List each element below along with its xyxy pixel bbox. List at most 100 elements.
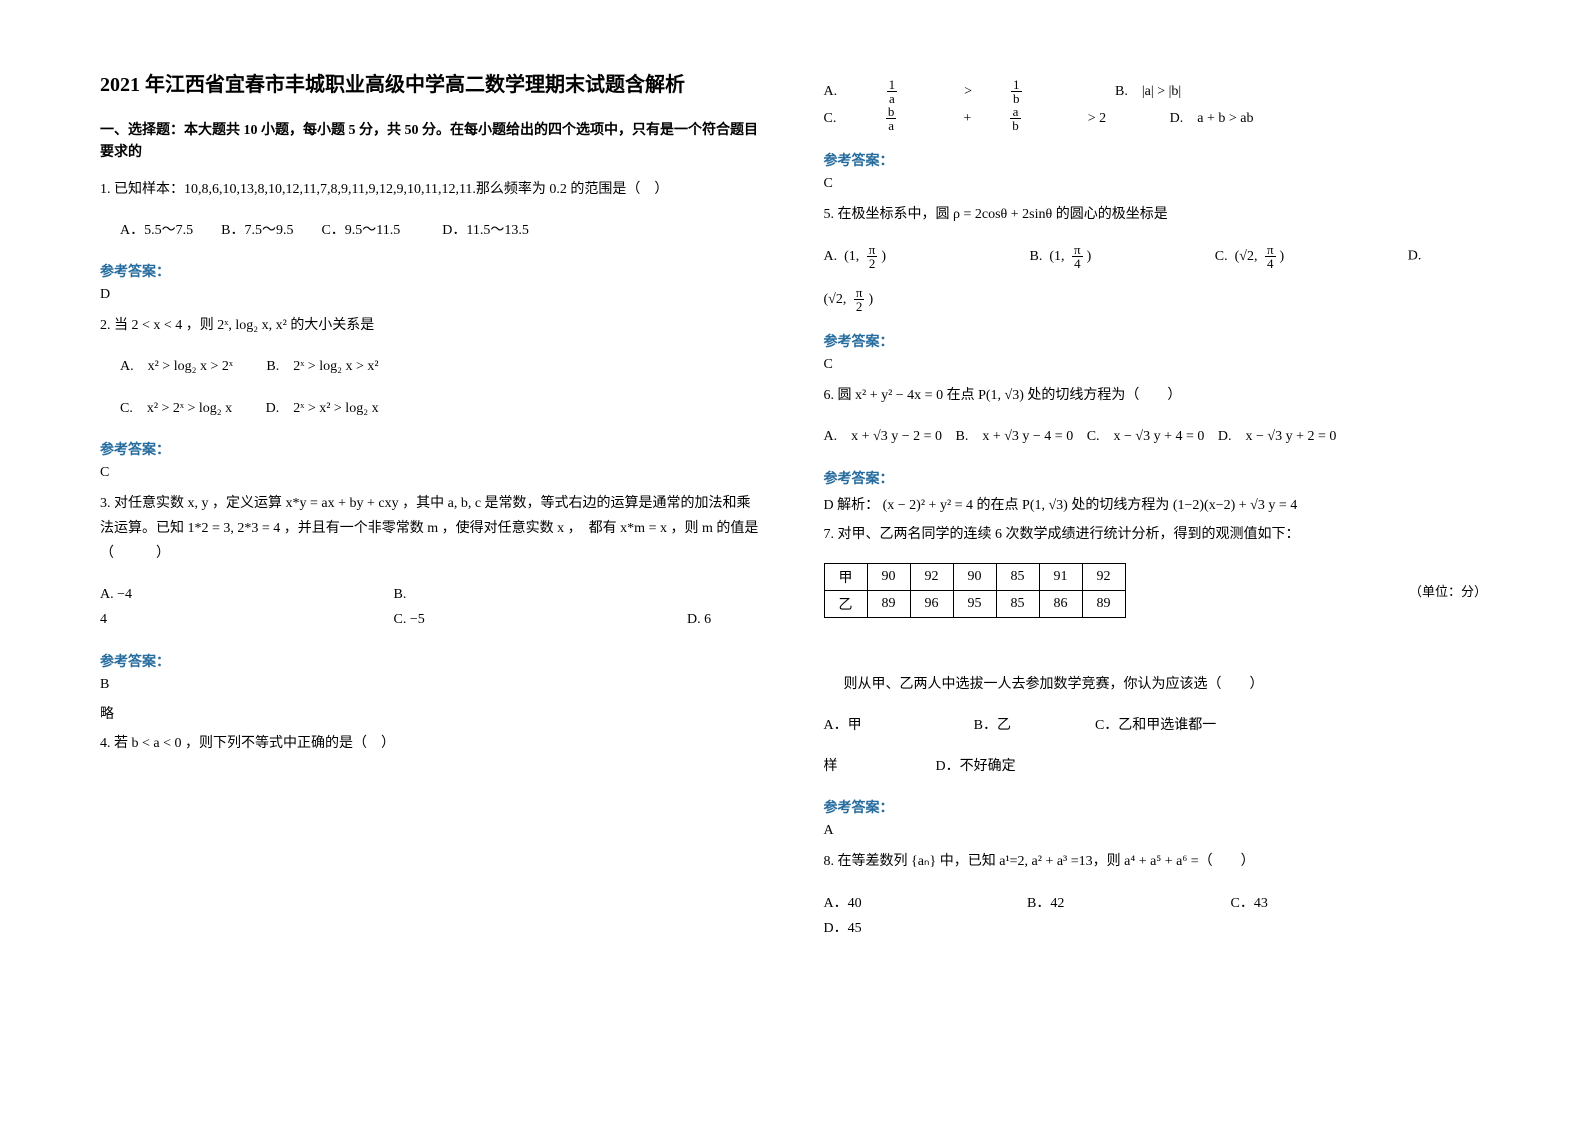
q8-optC: C．43 xyxy=(1231,891,1391,916)
q2-stem-e: 的大小关系是 xyxy=(290,318,374,333)
q6-ans-body: (x − 2)² + y² = 4 的在点 P(1, √3) 处的切线方程为 (… xyxy=(883,498,1298,513)
q1-opts: A．5.5～7.5 B．7.5～9.5 C．9.5～11.5 D．11.5～13… xyxy=(120,218,764,243)
q7-unit: （单位：分） xyxy=(1409,581,1487,600)
cell: 乙 xyxy=(824,590,867,617)
q4-ans-label: 参考答案： xyxy=(824,150,1488,170)
q2-optA: A. x² > log₂ x > 2ˣ xyxy=(120,354,233,379)
cell: 85 xyxy=(996,590,1039,617)
gt-1: > xyxy=(961,79,976,104)
page-title: 2021 年江西省宜春市丰城职业高级中学高二数学理期末试题含解析 xyxy=(100,70,764,100)
q3-optD: D. 6 xyxy=(687,607,711,632)
frac-a-b: ab xyxy=(1010,105,1051,132)
q5-opts: A. (1, π2) B. (1, π4) C. (√2, π4) D. xyxy=(824,243,1488,270)
q3-optB: B. xyxy=(394,582,407,607)
q6-optD: D. x − √3 y + 2 = 0 xyxy=(1218,424,1336,449)
q5-optD-label: D. xyxy=(1408,249,1422,264)
q2-stem-b: 2 < x < 4 xyxy=(132,318,183,333)
q2-optD: D. 2ˣ > x² > log₂ x xyxy=(266,396,379,421)
q4-ans: C xyxy=(824,176,1488,192)
q6-optB: B. x + √3 y − 4 = 0 xyxy=(955,424,1073,449)
frac-1-b: 1b xyxy=(1011,78,1052,105)
q7-opts-2: 样 D．不好确定 xyxy=(824,754,1488,779)
q1-stem: 1. 已知样本：10,8,6,10,13,8,10,12,11,7,8,9,11… xyxy=(100,177,764,202)
q5-ans: C xyxy=(824,357,1488,373)
cell: 96 xyxy=(910,590,953,617)
q2-optB: B. 2ˣ > log₂ x > x² xyxy=(266,354,378,379)
q2-stem-a: 2. 当 xyxy=(100,318,128,333)
q4-optA: A. 1a > 1b xyxy=(824,78,1082,105)
q2-ans-label: 参考答案： xyxy=(100,439,764,459)
q3-ans: B xyxy=(100,677,764,693)
q4-optD: D. a + b > ab xyxy=(1170,106,1254,131)
table-row: 乙 89 96 95 85 86 89 xyxy=(824,590,1125,617)
q2-opts-row2: C. x² > 2ˣ > log₂ x D. 2ˣ > x² > log₂ x xyxy=(120,396,764,421)
cell: 甲 xyxy=(824,563,867,590)
q6-ans: D 解析： (x − 2)² + y² = 4 的在点 P(1, √3) 处的切… xyxy=(824,494,1488,514)
q2-ans: C xyxy=(100,465,764,481)
q5-optA: A. (1, π2) xyxy=(824,243,887,270)
q3-note: 略 xyxy=(100,703,764,723)
section-1-head: 一、选择题：本大题共 10 小题，每小题 5 分，共 50 分。在每小题给出的四… xyxy=(100,120,764,165)
cell: 89 xyxy=(867,590,910,617)
cell: 91 xyxy=(1039,563,1082,590)
q6-ans-pre: D 解析： xyxy=(824,498,880,513)
q3-stem: 3. 对任意实数 x, y ，定义运算 x*y = ax + by + cxy … xyxy=(100,491,764,567)
q7-table: 甲 90 92 90 85 91 92 乙 89 96 95 85 86 89 xyxy=(824,563,1126,618)
q4-optC-pre: C. xyxy=(824,106,851,131)
q4-optB: B. |a| > |b| xyxy=(1115,79,1181,104)
q3-opt4: 4 xyxy=(100,607,360,632)
q7-ans-label: 参考答案： xyxy=(824,797,1488,817)
cell: 85 xyxy=(996,563,1039,590)
q3-ans-label: 参考答案： xyxy=(100,651,764,671)
q1-ans: D xyxy=(100,287,764,303)
q1-ans-label: 参考答案： xyxy=(100,261,764,281)
q6-opts: A. x + √3 y − 2 = 0 B. x + √3 y − 4 = 0 … xyxy=(824,424,1488,449)
cell: 86 xyxy=(1039,590,1082,617)
q5-optD: (√2, π2) xyxy=(824,286,874,313)
gt-2: > 2 xyxy=(1084,106,1106,131)
q7-ans: A xyxy=(824,823,1488,839)
q5-optB: B. (1, π4) xyxy=(1030,243,1092,270)
frac-1-a: 1a xyxy=(887,78,928,105)
q4-optC: C. ba + ab > 2 xyxy=(824,105,1137,132)
cell: 95 xyxy=(953,590,996,617)
q7-opts-1: A．甲 B．乙 C．乙和甲选谁都一 xyxy=(824,713,1488,738)
cell: 92 xyxy=(1082,563,1125,590)
q8-optD: D．45 xyxy=(824,916,862,941)
cell: 89 xyxy=(1082,590,1125,617)
q2-opts-row1: A. x² > log₂ x > 2ˣ B. 2ˣ > log₂ x > x² xyxy=(120,354,764,379)
q3-optC: C. −5 xyxy=(394,607,654,632)
q6-optC: C. x − √3 y + 4 = 0 xyxy=(1087,424,1205,449)
q3-optA: A. −4 xyxy=(100,582,360,607)
q3-opts: A. −4 B. 4 C. −5 D. 6 xyxy=(100,582,764,632)
q8-optB: B．42 xyxy=(1027,891,1187,916)
plus-1: + xyxy=(960,106,975,131)
table-row: 甲 90 92 90 85 91 92 xyxy=(824,563,1125,590)
q5-ans-label: 参考答案： xyxy=(824,331,1488,351)
q7-stem: 7. 对甲、乙两名同学的连续 6 次数学成绩进行统计分析，得到的观测值如下： xyxy=(824,522,1488,547)
q7-table-row: 甲 90 92 90 85 91 92 乙 89 96 95 85 86 89 … xyxy=(824,555,1488,626)
q5-stem: 5. 在极坐标系中，圆 ρ = 2cosθ + 2sinθ 的圆心的极坐标是 xyxy=(824,202,1488,227)
frac-b-a: ba xyxy=(886,105,927,132)
q7-tail: 则从甲、乙两人中选拔一人去参加数学竞赛，你认为应该选（ ） xyxy=(844,672,1488,697)
q4-optA-pre: A. xyxy=(824,79,852,104)
q4-stem: 4. 若 b < a < 0 ，则下列不等式中正确的是（ ） xyxy=(100,731,764,756)
q8-opts: A．40 B．42 C．43 D．45 xyxy=(824,891,1488,941)
q6-optA: A. x + √3 y − 2 = 0 xyxy=(824,424,942,449)
q2-stem: 2. 当 2 < x < 4 ，则 2ˣ, log₂ x, x² 的大小关系是 xyxy=(100,313,764,338)
q2-optC: C. x² > 2ˣ > log₂ x xyxy=(120,396,232,421)
q6-stem: 6. 圆 x² + y² − 4x = 0 在点 P(1, √3) 处的切线方程… xyxy=(824,383,1488,408)
right-column: A. 1a > 1b B. |a| > |b| C. ba + ab > 2 D… xyxy=(824,70,1488,1092)
left-column: 2021 年江西省宜春市丰城职业高级中学高二数学理期末试题含解析 一、选择题：本… xyxy=(100,70,764,1092)
cell: 90 xyxy=(867,563,910,590)
q6-ans-label: 参考答案： xyxy=(824,468,1488,488)
q5-optD-cont: (√2, π2) xyxy=(824,286,1488,313)
q5-optC: C. (√2, π4) xyxy=(1215,243,1284,270)
q2-stem-c: ，则 xyxy=(186,318,214,333)
q8-optA: A．40 xyxy=(824,891,984,916)
q2-stem-d: 2ˣ, log₂ x, x² xyxy=(217,318,287,333)
cell: 90 xyxy=(953,563,996,590)
q8-stem: 8. 在等差数列 {aₙ} 中，已知 a¹=2, a² + a³ =13，则 a… xyxy=(824,849,1488,874)
q4-opts: A. 1a > 1b B. |a| > |b| C. ba + ab > 2 D… xyxy=(824,78,1488,132)
cell: 92 xyxy=(910,563,953,590)
